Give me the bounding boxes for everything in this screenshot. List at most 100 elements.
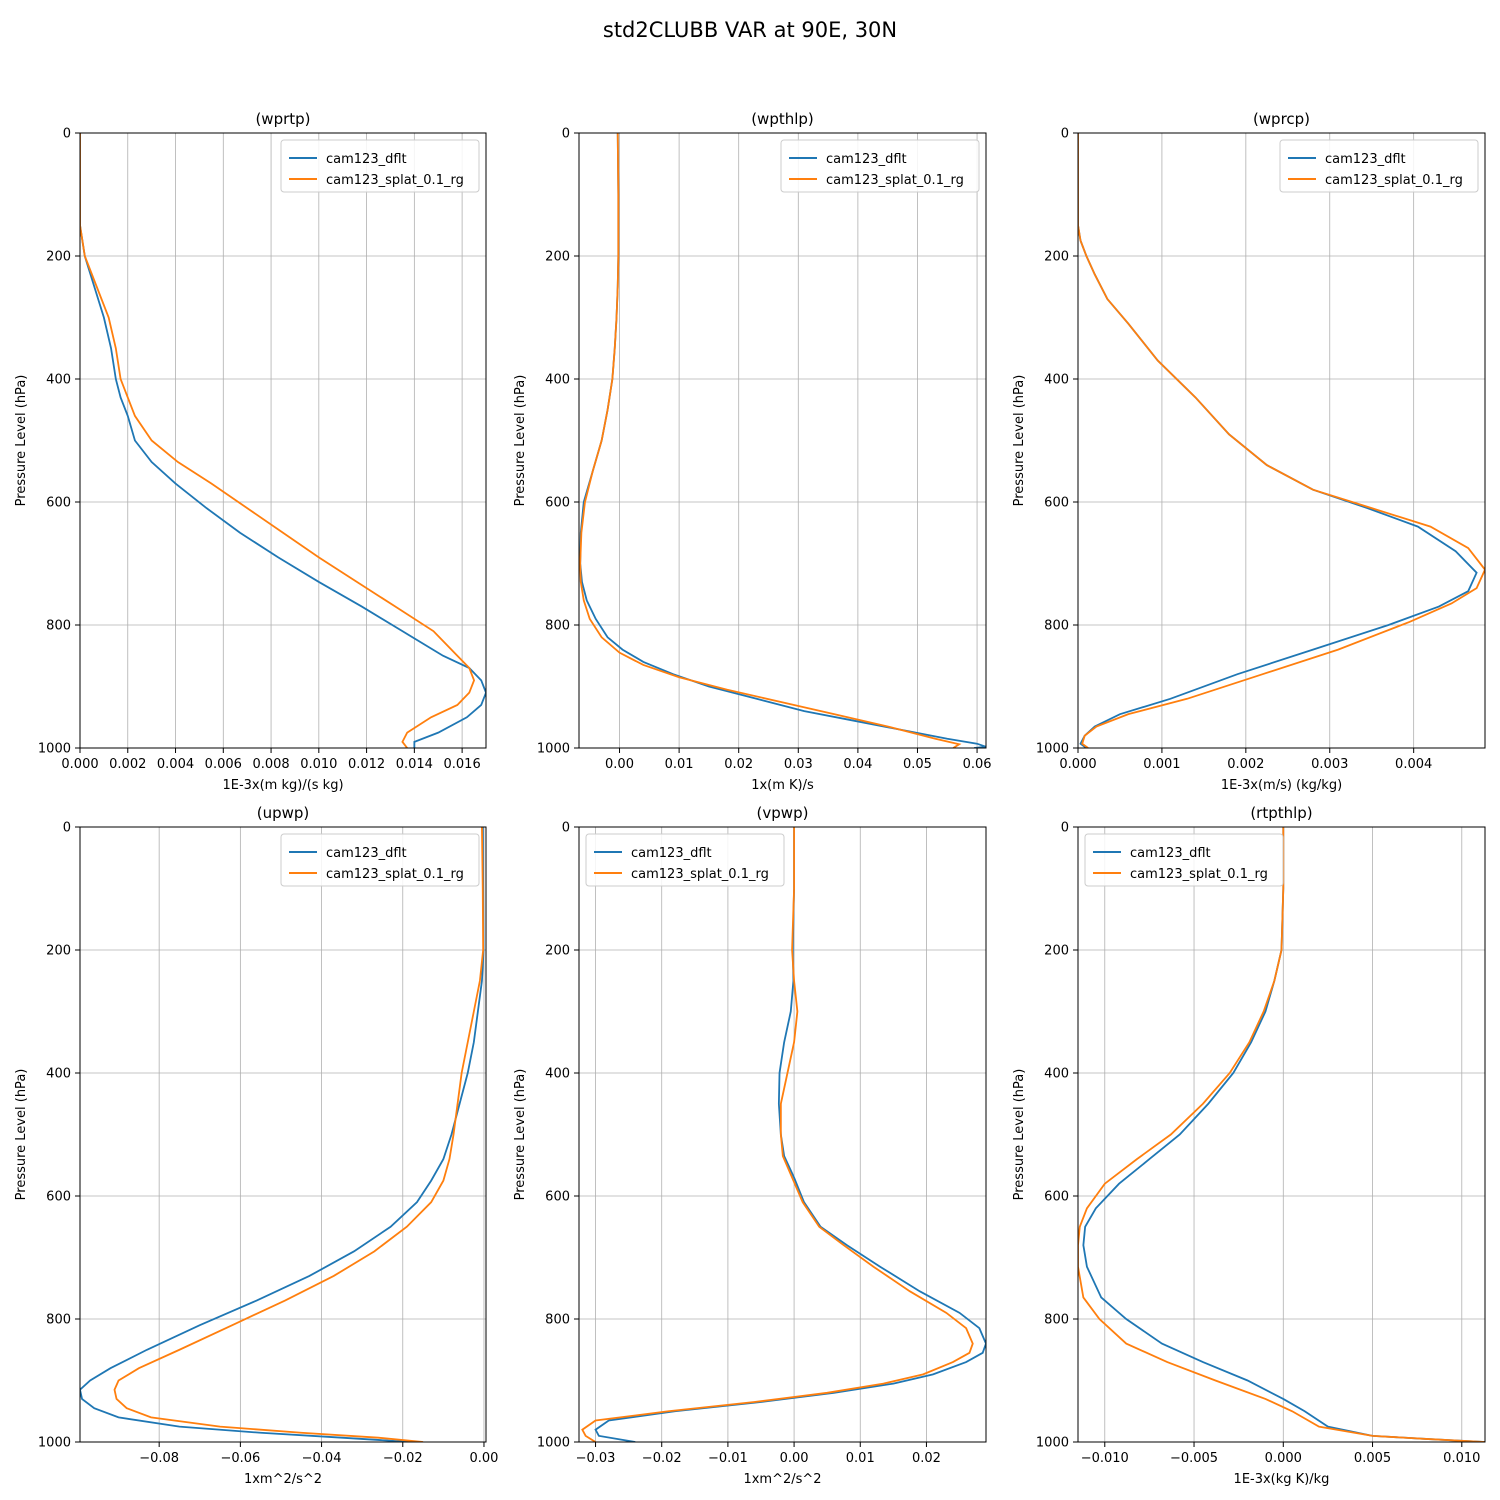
legend-label: cam123_splat_0.1_rg bbox=[326, 173, 464, 188]
y-tick-label: 200 bbox=[545, 250, 570, 265]
y-tick-label: 1000 bbox=[1036, 742, 1069, 757]
axes-frame bbox=[1077, 132, 1486, 749]
subplot-upwp: −0.08 −0.06 −0.04 −0.02 0.00 0 200 400 600 800 100… bbox=[14, 804, 498, 1487]
axes-frame bbox=[79, 826, 487, 1443]
series-line-cam123_dflt bbox=[579, 133, 986, 748]
subplot-title: (wpthlp) bbox=[751, 110, 814, 128]
legend-box bbox=[1279, 139, 1479, 193]
legend-label: cam123_splat_0.1_rg bbox=[1325, 173, 1463, 188]
axes-frame bbox=[578, 826, 987, 1443]
subplot-title: (rtpthlp) bbox=[1250, 804, 1312, 822]
legend-box bbox=[585, 833, 785, 887]
y-tick-label: 0 bbox=[63, 127, 71, 142]
y-tick-label: 1000 bbox=[38, 742, 71, 757]
y-tick-label: 600 bbox=[545, 1190, 570, 1205]
legend-label: cam123_dflt bbox=[326, 152, 407, 167]
y-tick-label: 800 bbox=[46, 619, 71, 634]
series-line-cam123_splat_0.1_rg bbox=[581, 827, 974, 1442]
x-tick-label: 0.014 bbox=[396, 757, 433, 772]
legend: cam123_dflt cam123_splat_0.1_rg bbox=[1084, 833, 1284, 887]
y-tick-label: 600 bbox=[46, 496, 71, 511]
x-tick-label: 0.03 bbox=[784, 757, 813, 772]
x-tick-label: 0.04 bbox=[843, 757, 872, 772]
y-tick-label: 400 bbox=[1044, 373, 1069, 388]
x-tick-label: −0.005 bbox=[1170, 1451, 1218, 1466]
y-tick-label: 1000 bbox=[38, 1436, 71, 1451]
x-tick-label: −0.010 bbox=[1081, 1451, 1129, 1466]
x-tick-label: −0.08 bbox=[139, 1451, 179, 1466]
y-tick-label: 800 bbox=[1044, 619, 1069, 634]
y-tick-label: 400 bbox=[46, 373, 71, 388]
series-line-cam123_splat_0.1_rg bbox=[1078, 827, 1485, 1442]
x-tick-label: 0.02 bbox=[724, 757, 753, 772]
y-axis-label: Pressure Level (hPa) bbox=[513, 375, 528, 507]
y-axis-label: Pressure Level (hPa) bbox=[1012, 375, 1027, 507]
x-axis-label: 1E-3x(m/s) (kg/kg) bbox=[1221, 778, 1342, 793]
subplot-title: (vpwp) bbox=[757, 804, 809, 822]
x-tick-label: −0.06 bbox=[220, 1451, 260, 1466]
legend-label: cam123_splat_0.1_rg bbox=[826, 173, 964, 188]
subplot-wprtp: 0.000 0.002 0.004 0.006 0.008 0.010 0.012 0.014… bbox=[14, 110, 487, 793]
legend-label: cam123_splat_0.1_rg bbox=[1130, 867, 1268, 882]
y-tick-label: 0 bbox=[63, 821, 71, 836]
y-tick-label: 600 bbox=[1044, 496, 1069, 511]
subplots: 0.000 0.002 0.004 0.006 0.008 0.010 0.012 0.014… bbox=[14, 110, 1486, 1487]
legend-box bbox=[280, 139, 480, 193]
series-line-cam123_splat_0.1_rg bbox=[579, 133, 962, 748]
x-tick-label: 0.000 bbox=[61, 757, 98, 772]
x-tick-label: −0.02 bbox=[642, 1451, 682, 1466]
x-tick-label: 0.06 bbox=[963, 757, 992, 772]
axes-frame bbox=[578, 132, 987, 749]
y-axis-label: Pressure Level (hPa) bbox=[14, 375, 29, 507]
subplot-wpthlp: 0.00 0.01 0.02 0.03 0.04 0.05 0.06 0 200 400 600 80… bbox=[513, 110, 992, 793]
x-axis-label: 1E-3x(m kg)/(s kg) bbox=[222, 778, 343, 793]
x-tick-label: 0.00 bbox=[469, 1451, 498, 1466]
legend-label: cam123_dflt bbox=[1325, 152, 1406, 167]
legend-label: cam123_dflt bbox=[826, 152, 907, 167]
x-tick-label: 0.006 bbox=[205, 757, 242, 772]
x-tick-label: 0.005 bbox=[1354, 1451, 1391, 1466]
y-tick-label: 400 bbox=[545, 373, 570, 388]
y-tick-label: 200 bbox=[1044, 944, 1069, 959]
y-axis-label: Pressure Level (hPa) bbox=[14, 1069, 29, 1201]
figure-title: std2CLUBB VAR at 90E, 30N bbox=[603, 18, 897, 42]
y-tick-label: 800 bbox=[545, 1313, 570, 1328]
x-tick-label: 0.010 bbox=[300, 757, 337, 772]
subplot-title: (wprcp) bbox=[1253, 110, 1310, 128]
legend: cam123_dflt cam123_splat_0.1_rg bbox=[280, 139, 480, 193]
x-axis-label: 1E-3x(kg K)/kg bbox=[1234, 1472, 1330, 1487]
x-tick-label: 0.004 bbox=[1395, 757, 1432, 772]
x-tick-label: 0.05 bbox=[903, 757, 932, 772]
legend-box bbox=[1084, 833, 1284, 887]
x-tick-label: −0.04 bbox=[302, 1451, 342, 1466]
series-line-cam123_dflt bbox=[594, 827, 986, 1442]
y-axis-label: Pressure Level (hPa) bbox=[1012, 1069, 1027, 1201]
series-line-cam123_dflt bbox=[80, 827, 485, 1442]
y-tick-label: 200 bbox=[46, 944, 71, 959]
y-tick-label: 1000 bbox=[1036, 1436, 1069, 1451]
y-tick-label: 1000 bbox=[537, 1436, 570, 1451]
legend: cam123_dflt cam123_splat_0.1_rg bbox=[780, 139, 980, 193]
y-tick-label: 0 bbox=[1061, 821, 1069, 836]
x-tick-label: −0.01 bbox=[708, 1451, 748, 1466]
y-tick-label: 400 bbox=[1044, 1067, 1069, 1082]
series-line-cam123_dflt bbox=[1082, 827, 1485, 1442]
legend: cam123_dflt cam123_splat_0.1_rg bbox=[280, 833, 480, 887]
x-tick-label: 0.00 bbox=[780, 1451, 809, 1466]
x-tick-label: −0.02 bbox=[383, 1451, 423, 1466]
x-tick-label: 0.01 bbox=[846, 1451, 875, 1466]
x-tick-label: 0.004 bbox=[157, 757, 194, 772]
y-tick-label: 400 bbox=[545, 1067, 570, 1082]
x-tick-label: 0.003 bbox=[1311, 757, 1348, 772]
legend-box bbox=[780, 139, 980, 193]
y-tick-label: 600 bbox=[545, 496, 570, 511]
y-tick-label: 0 bbox=[562, 127, 570, 142]
series-line-cam123_dflt bbox=[1078, 133, 1478, 748]
subplot-rtpthlp: −0.010 −0.005 0.000 0.005 0.010 0 200 400 600 800… bbox=[1012, 804, 1486, 1487]
x-tick-label: 0.000 bbox=[1265, 1451, 1302, 1466]
x-tick-label: 0.002 bbox=[109, 757, 146, 772]
x-tick-label: 0.000 bbox=[1059, 757, 1096, 772]
axes-frame bbox=[1077, 826, 1486, 1443]
x-tick-label: 0.010 bbox=[1443, 1451, 1480, 1466]
